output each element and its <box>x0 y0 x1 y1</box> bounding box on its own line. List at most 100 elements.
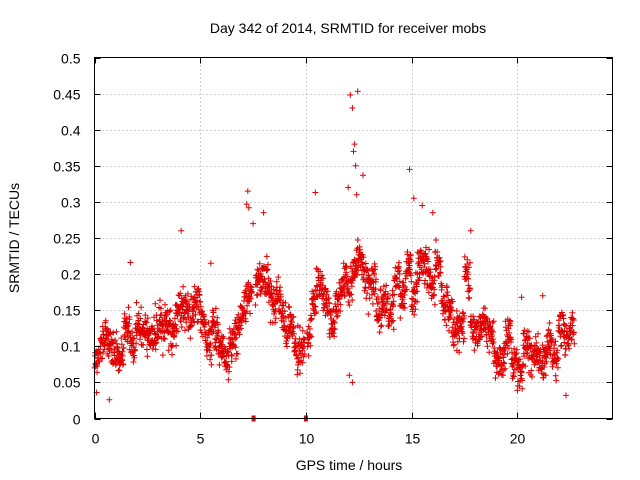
data-point <box>491 345 498 351</box>
axis-ticks <box>94 57 613 420</box>
data-point <box>102 317 109 324</box>
data-point <box>182 327 188 334</box>
data-point <box>110 329 117 336</box>
data-point <box>525 328 532 335</box>
data-point <box>443 322 450 329</box>
data-point <box>264 266 271 273</box>
data-point <box>290 313 297 320</box>
data-point <box>357 246 363 253</box>
data-point <box>419 202 426 209</box>
data-point <box>261 276 268 283</box>
data-point <box>113 328 120 335</box>
data-point <box>406 166 413 173</box>
data-point <box>308 315 315 322</box>
data-point <box>570 317 577 323</box>
y-tick-label: 0.45 <box>53 87 80 103</box>
data-point <box>516 356 523 363</box>
data-point <box>490 318 497 325</box>
data-point <box>277 284 284 291</box>
data-point <box>172 322 179 329</box>
data-point <box>330 330 337 337</box>
data-point <box>483 338 490 345</box>
x-tick-label: 0 <box>92 431 100 447</box>
data-point <box>427 269 434 276</box>
data-point <box>238 325 244 332</box>
data-point <box>347 92 354 98</box>
data-point <box>524 349 531 356</box>
data-point <box>210 309 217 316</box>
data-point <box>385 294 392 300</box>
data-point <box>437 263 444 270</box>
data-point <box>247 310 253 317</box>
data-point <box>269 295 276 302</box>
data-point <box>286 304 293 311</box>
data-point <box>254 281 261 288</box>
data-point <box>560 315 567 322</box>
data-point <box>539 342 546 349</box>
data-point <box>317 268 324 275</box>
data-point <box>225 376 232 383</box>
data-point <box>482 305 489 312</box>
y-tick-label: 0.3 <box>61 195 81 211</box>
data-point <box>159 352 166 359</box>
data-point <box>371 271 378 278</box>
data-point <box>140 341 147 348</box>
data-point <box>396 259 402 266</box>
data-point <box>501 360 508 367</box>
data-point <box>362 260 369 267</box>
data-point <box>445 316 452 323</box>
data-point <box>334 312 341 319</box>
x-axis-label: GPS time / hours <box>296 457 403 473</box>
data-point <box>250 220 257 227</box>
data-point <box>103 326 110 333</box>
data-point <box>533 339 540 346</box>
data-point <box>180 283 187 290</box>
data-point <box>464 256 471 263</box>
data-point <box>273 278 280 285</box>
data-point <box>175 328 181 335</box>
data-point <box>546 320 553 326</box>
data-point <box>446 315 453 321</box>
data-point <box>306 325 313 332</box>
data-point <box>390 317 397 324</box>
data-point <box>352 162 359 169</box>
data-point <box>137 336 143 343</box>
data-point <box>207 341 214 348</box>
data-point <box>184 290 191 297</box>
data-point <box>507 318 514 325</box>
data-point <box>396 278 403 285</box>
data-point <box>414 288 421 295</box>
data-point <box>157 297 163 304</box>
data-point <box>571 340 578 347</box>
y-tick-label: 0.2 <box>61 267 81 283</box>
data-point <box>177 290 184 297</box>
data-point <box>187 335 194 342</box>
data-point <box>166 308 173 315</box>
data-point <box>364 266 371 273</box>
data-point <box>190 308 197 315</box>
data-point <box>204 334 211 341</box>
data-points <box>91 88 578 403</box>
data-point <box>228 352 235 359</box>
data-point <box>260 209 267 216</box>
data-point <box>428 285 435 292</box>
data-point <box>275 274 282 281</box>
data-point <box>481 326 488 333</box>
data-point <box>131 354 138 361</box>
data-point <box>467 227 474 234</box>
data-point <box>568 336 575 343</box>
data-point <box>466 295 473 302</box>
data-point <box>126 316 133 323</box>
data-point <box>513 346 520 353</box>
data-point <box>192 311 199 318</box>
data-point <box>115 367 122 374</box>
data-point <box>263 266 270 272</box>
data-point <box>245 279 252 286</box>
data-point <box>422 277 429 284</box>
data-point <box>523 350 530 357</box>
data-point <box>191 319 198 326</box>
data-point <box>257 270 264 277</box>
data-point <box>471 347 478 354</box>
data-point <box>330 318 337 325</box>
data-point <box>453 318 460 325</box>
